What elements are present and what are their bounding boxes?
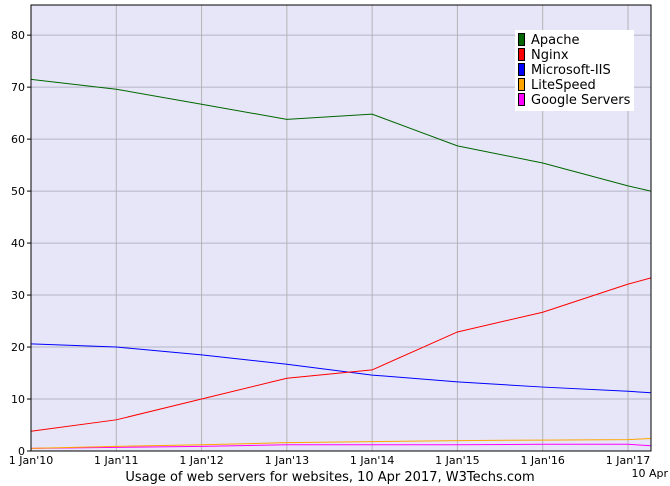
legend-label: Apache [531,33,580,48]
legend-swatch [518,33,525,46]
series-line-apache [30,78,652,192]
x-tick-label: 1 Jan'11 [94,454,138,467]
legend-swatch [518,78,525,91]
y-tick-label: 20 [11,341,25,354]
x-axis: 1 Jan'10 1 Jan'11 1 Jan'12 1 Jan'13 1 Jan'14… [9,454,669,480]
legend-swatch [518,63,525,76]
series-line-nginx [30,277,652,432]
series-line-litespeed [30,438,652,449]
series-lines [30,78,652,449]
x-tick-label: 1 Jan'10 [9,454,53,467]
x-tick-label: 10 Apr [631,467,668,480]
legend-label: LiteSpeed [531,78,596,93]
y-tick-label: 70 [11,81,25,94]
legend-box [515,30,634,111]
y-tick-label: 0 [18,445,25,458]
y-tick-label: 10 [11,393,25,406]
y-axis: 0 10 20 30 40 50 60 70 80 [11,29,31,458]
legend-label: Google Servers [531,93,631,108]
y-tick-label: 50 [11,185,25,198]
legend: ApacheNginxMicrosoft-IISLiteSpeedGoogle … [515,30,634,111]
chart-title: Usage of web servers for websites, 10 Ap… [125,470,534,485]
x-tick-label: 1 Jan'12 [179,454,223,467]
legend-label: Microsoft-IIS [531,63,611,78]
x-tick-label: 1 Jan'13 [265,454,309,467]
x-tick-label: 1 Jan'17 [606,454,650,467]
x-tick-label: 1 Jan'14 [350,454,394,467]
grid [31,5,651,451]
y-tick-label: 80 [11,29,25,42]
series-line-google-servers [30,443,652,449]
y-tick-label: 60 [11,133,25,146]
y-tick-label: 40 [11,237,25,250]
x-tick-label: 1 Jan'16 [520,454,564,467]
series-line-microsoft-iis [30,343,652,394]
x-tick-label: 1 Jan'15 [435,454,479,467]
plot-border [30,4,652,452]
y-tick-label: 30 [11,289,25,302]
legend-swatch [518,93,525,106]
legend-swatch [518,48,525,61]
legend-label: Nginx [531,48,569,63]
